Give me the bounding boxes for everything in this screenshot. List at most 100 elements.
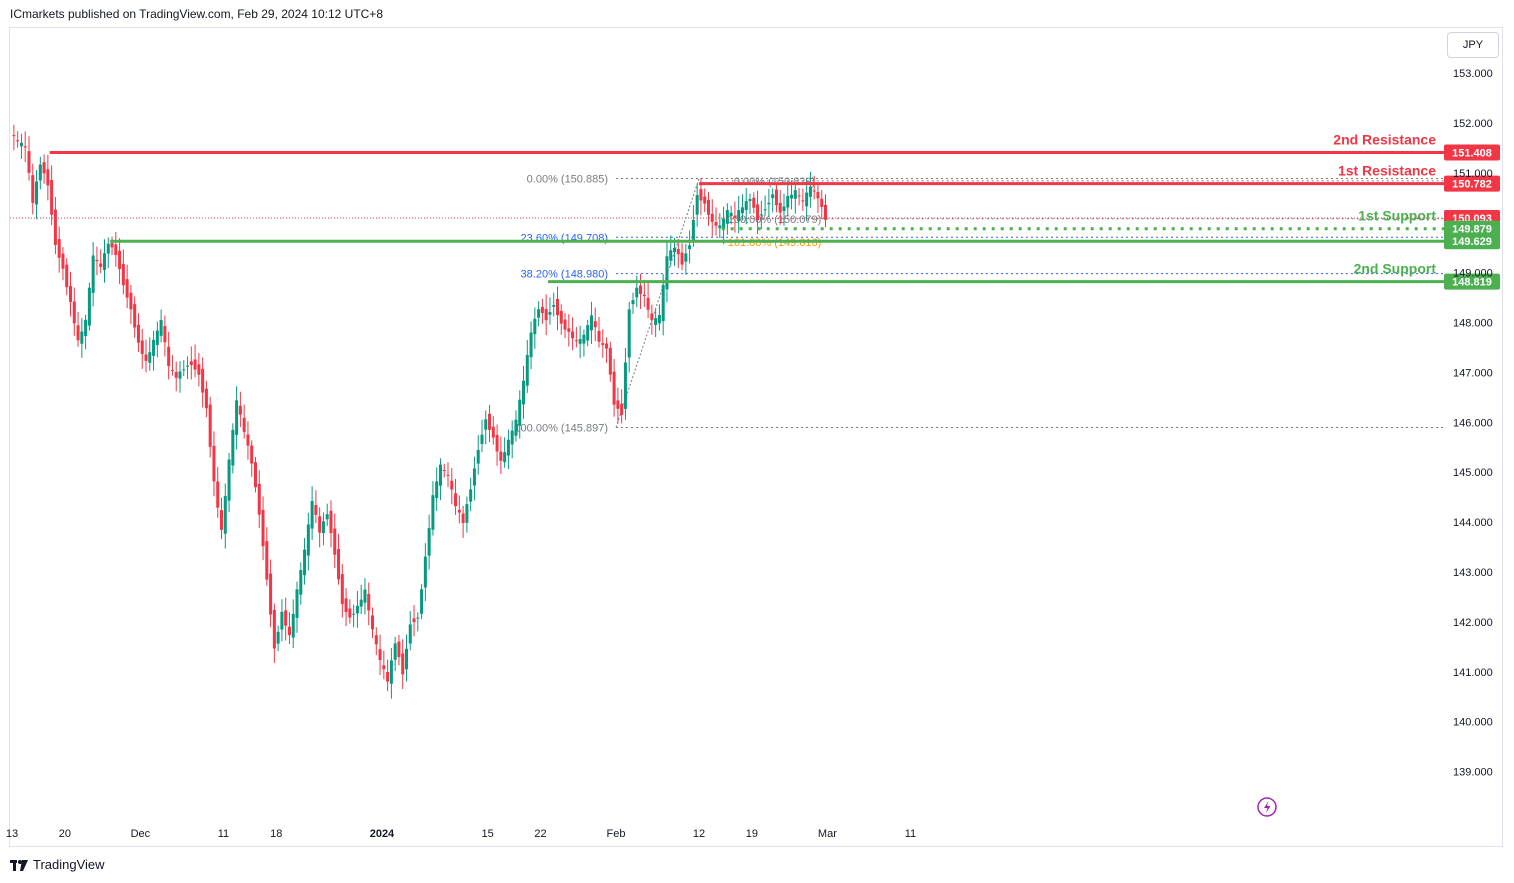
- candle-body: [446, 474, 450, 476]
- level-price-tag: [1444, 175, 1500, 192]
- candle-body: [605, 343, 609, 349]
- candle-body: [31, 175, 35, 203]
- candle-body: [593, 321, 597, 328]
- candle-body: [72, 301, 76, 324]
- publisher-header: ICmarkets published on TradingView.com, …: [10, 7, 383, 21]
- candle-body: [522, 380, 526, 405]
- candle-body: [695, 195, 699, 215]
- candle-body: [416, 617, 420, 619]
- candle-body: [276, 631, 280, 644]
- candle-body: [627, 309, 631, 358]
- candle-body: [465, 504, 469, 523]
- fib-trend-line: [615, 178, 700, 428]
- candle-body: [155, 330, 159, 345]
- candle-body: [480, 434, 484, 444]
- candle-body: [533, 318, 537, 335]
- level-label: 1st Support: [1358, 208, 1436, 224]
- candle-body: [378, 649, 382, 661]
- fib-extension-label: 161.80% (149.616): [728, 237, 822, 249]
- candle-body: [159, 319, 163, 336]
- candle-body: [337, 548, 341, 580]
- candle-body: [114, 244, 118, 256]
- level-price-tag-label: 151.408: [1452, 147, 1492, 159]
- candle-body: [563, 319, 567, 330]
- candle-body: [12, 135, 16, 137]
- candle-body: [193, 359, 197, 370]
- candle-body: [27, 151, 31, 173]
- candle-body: [793, 190, 797, 199]
- candle-body: [136, 324, 140, 343]
- candle-body: [574, 340, 578, 342]
- candle-body: [442, 470, 446, 472]
- candle-body: [42, 162, 46, 174]
- currency-button[interactable]: JPY: [1447, 32, 1499, 58]
- candle-body: [620, 403, 624, 415]
- candle-body: [272, 609, 276, 649]
- candle-body: [691, 219, 695, 240]
- candle-body: [706, 200, 710, 215]
- candle-body: [129, 292, 133, 310]
- y-tick-label: 148.000: [1453, 318, 1493, 330]
- candle-body: [355, 605, 359, 614]
- candle-body: [340, 574, 344, 605]
- candle-body: [744, 201, 748, 210]
- level-price-tag: [1444, 273, 1500, 290]
- candle-body: [537, 309, 541, 318]
- candle-body: [567, 328, 571, 332]
- candle-body: [208, 404, 212, 447]
- fib-level-label: 38.20% (148.980): [521, 269, 608, 281]
- candle-body: [518, 399, 522, 426]
- candle-body: [820, 198, 824, 207]
- candle-body: [401, 653, 405, 675]
- candle-body: [525, 354, 529, 386]
- footer-brand[interactable]: TradingView: [10, 857, 105, 872]
- candle-body: [189, 361, 193, 366]
- level-price-tag-label: 148.819: [1452, 277, 1492, 289]
- candle-body: [287, 626, 291, 636]
- candle-body: [261, 509, 265, 547]
- candle-body: [740, 207, 744, 214]
- candle-body: [133, 304, 137, 328]
- candle-body: [608, 347, 612, 375]
- candle-body: [616, 400, 620, 409]
- candle-body: [235, 400, 239, 435]
- alert-icon[interactable]: [1257, 797, 1277, 817]
- level-label: 1st Resistance: [1338, 163, 1436, 179]
- y-tick-label: 152.000: [1453, 118, 1493, 130]
- candle-body: [457, 509, 461, 513]
- x-tick-label: 2024: [370, 828, 395, 840]
- x-tick-label: 12: [693, 828, 705, 840]
- candle-body: [246, 434, 250, 446]
- candle-body: [808, 186, 812, 197]
- candle-body: [182, 369, 186, 371]
- candle-body: [654, 318, 658, 325]
- candle-body: [748, 199, 752, 201]
- chart-frame: [9, 27, 1503, 847]
- candle-body: [650, 313, 654, 320]
- candle-body: [53, 209, 57, 246]
- y-tick-label: 139.000: [1453, 767, 1493, 779]
- candle-body: [265, 541, 269, 580]
- candle-body: [152, 339, 156, 356]
- candle-body: [725, 210, 729, 224]
- tradingview-logo-icon: [10, 859, 28, 871]
- y-tick-label: 146.000: [1453, 417, 1493, 429]
- candle-body: [238, 405, 242, 415]
- candle-body: [805, 192, 809, 207]
- x-tick-label: Mar: [818, 828, 837, 840]
- candle-body: [321, 521, 325, 534]
- candle-body: [174, 371, 178, 378]
- candle-body: [95, 259, 99, 262]
- level-price-tag-label: 149.629: [1452, 236, 1492, 248]
- candle-body: [140, 340, 144, 354]
- candle-body: [295, 589, 299, 618]
- fib-extension-label: 100.00% (150.079): [728, 214, 822, 226]
- candles-layer: [12, 124, 828, 699]
- y-tick-label: 151.000: [1453, 168, 1493, 180]
- candle-body: [306, 524, 310, 556]
- candle-body: [65, 264, 69, 288]
- fib-level-label: 0.00% (150.885): [527, 174, 608, 186]
- candle-body: [476, 449, 480, 464]
- candle-body: [69, 285, 73, 302]
